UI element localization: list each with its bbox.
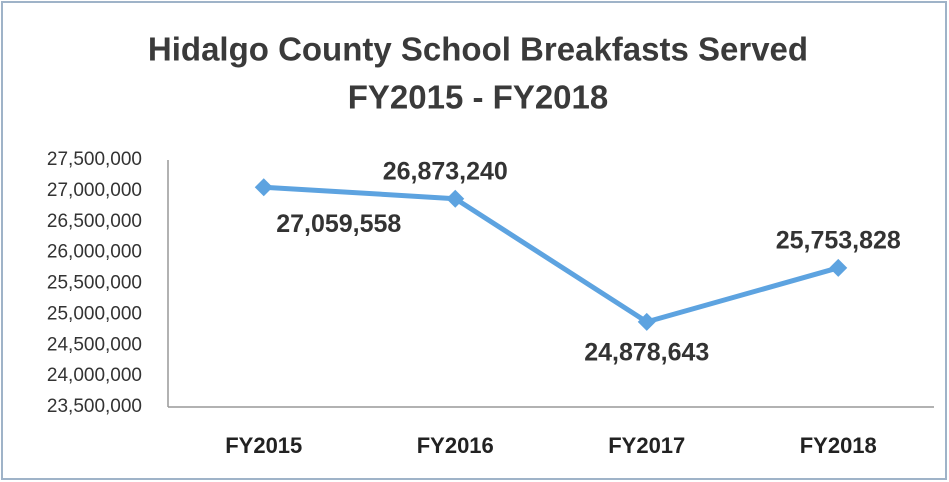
x-tick-label: FY2015	[225, 433, 302, 458]
chart-title: Hidalgo County School Breakfasts Served	[148, 31, 808, 68]
y-tick-label: 24,500,000	[47, 334, 142, 355]
y-tick-label: 26,500,000	[47, 211, 142, 232]
data-point	[254, 178, 273, 197]
x-tick-label: FY2018	[800, 433, 877, 458]
data-label: 24,878,643	[584, 338, 709, 366]
y-tick-label: 25,500,000	[47, 273, 142, 294]
x-tick-label: FY2016	[417, 433, 494, 458]
data-point	[829, 258, 848, 277]
y-tick-label: 27,500,000	[47, 149, 142, 170]
data-label: 27,059,558	[276, 210, 401, 238]
data-line	[263, 184, 839, 325]
y-tick-label: 26,000,000	[47, 242, 142, 263]
y-tick-label: 27,000,000	[47, 180, 142, 201]
x-tick-label: FY2017	[608, 433, 685, 458]
y-tick-label: 23,500,000	[47, 396, 142, 417]
y-tick-label: 25,000,000	[47, 303, 142, 324]
data-label: 25,753,828	[776, 226, 901, 254]
data-point	[446, 189, 465, 208]
y-tick-label: 24,000,000	[47, 365, 142, 386]
data-point	[637, 312, 656, 331]
data-label: 26,873,240	[383, 157, 508, 185]
chart-subtitle: FY2015 - FY2018	[348, 79, 609, 116]
